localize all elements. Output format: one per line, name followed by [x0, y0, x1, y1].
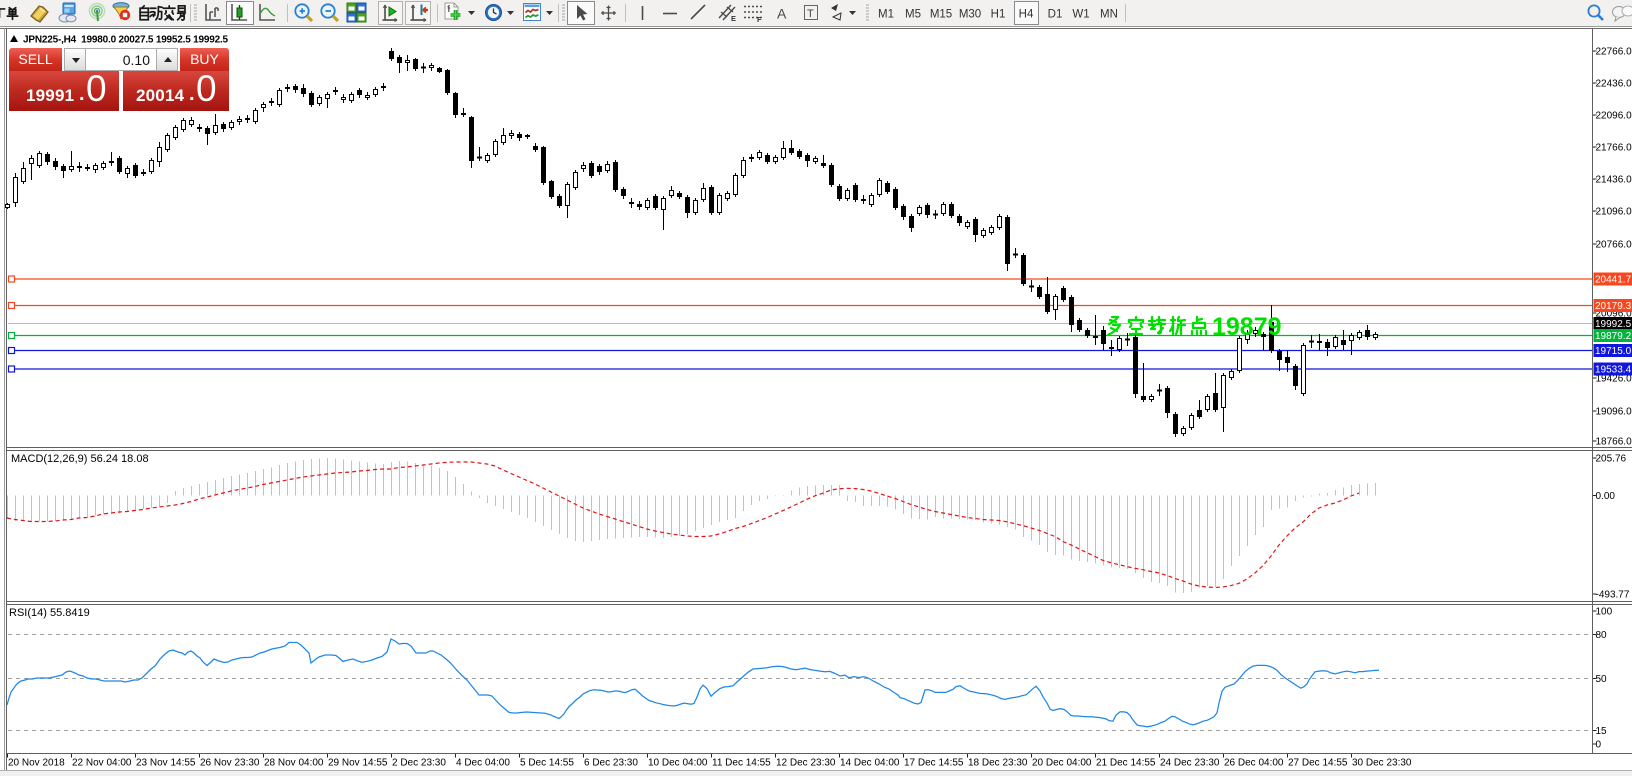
- svg-text:0: 0: [1596, 740, 1602, 751]
- svg-text:2 Dec 23:30: 2 Dec 23:30: [392, 758, 446, 769]
- svg-text:20766.0: 20766.0: [1596, 240, 1632, 251]
- svg-text:19992.5: 19992.5: [1595, 319, 1632, 330]
- svg-text:21096.0: 21096.0: [1596, 207, 1632, 218]
- svg-text:M1: M1: [878, 9, 894, 21]
- svg-text:H4: H4: [1019, 9, 1034, 21]
- svg-text:19533.4: 19533.4: [1595, 365, 1632, 376]
- svg-text:E: E: [731, 14, 736, 23]
- svg-text:18766.0: 18766.0: [1596, 437, 1632, 448]
- svg-text:D1: D1: [1048, 9, 1063, 21]
- svg-text:22766.0: 22766.0: [1596, 47, 1632, 58]
- svg-text:4 Dec 04:00: 4 Dec 04:00: [456, 758, 510, 769]
- svg-text:19096.0: 19096.0: [1596, 407, 1632, 418]
- svg-text:20 Nov 2018: 20 Nov 2018: [8, 758, 65, 769]
- svg-text:22436.0: 22436.0: [1596, 79, 1632, 90]
- svg-text:21 Dec 14:55: 21 Dec 14:55: [1096, 758, 1156, 769]
- svg-text:JPN225-,H4 19980.0 20027.5 19: JPN225-,H4 19980.0 20027.5 19952.5 19992…: [23, 35, 229, 46]
- svg-text:MN: MN: [1100, 9, 1118, 21]
- svg-text:205.76: 205.76: [1596, 454, 1627, 465]
- svg-text:F: F: [757, 15, 762, 24]
- svg-text:19426.0: 19426.0: [1596, 374, 1632, 385]
- svg-text:12 Dec 23:30: 12 Dec 23:30: [776, 758, 836, 769]
- svg-text:26 Nov 23:30: 26 Nov 23:30: [200, 758, 260, 769]
- svg-text:22096.0: 22096.0: [1596, 111, 1632, 122]
- svg-text:W1: W1: [1072, 9, 1089, 21]
- svg-text:M30: M30: [959, 9, 981, 21]
- svg-text:50: 50: [1596, 674, 1608, 685]
- svg-text:80: 80: [1596, 630, 1608, 641]
- svg-text:18 Dec 23:30: 18 Dec 23:30: [968, 758, 1028, 769]
- svg-text:T: T: [807, 8, 814, 20]
- svg-text:20441.7: 20441.7: [1595, 275, 1632, 286]
- svg-text:RSI(14) 55.8419: RSI(14) 55.8419: [9, 607, 90, 619]
- svg-text:19879: 19879: [1212, 313, 1282, 341]
- svg-text:19879.2: 19879.2: [1595, 331, 1632, 342]
- svg-text:26 Dec 04:00: 26 Dec 04:00: [1224, 758, 1284, 769]
- svg-text:29 Nov 14:55: 29 Nov 14:55: [328, 758, 388, 769]
- svg-text:MACD(12,26,9) 56.24 18.08: MACD(12,26,9) 56.24 18.08: [11, 453, 149, 465]
- svg-text:H1: H1: [991, 9, 1006, 21]
- svg-text:A: A: [777, 6, 787, 22]
- svg-text:-493.77: -493.77: [1596, 590, 1630, 601]
- svg-text:20 Dec 04:00: 20 Dec 04:00: [1032, 758, 1092, 769]
- svg-text:M5: M5: [905, 9, 921, 21]
- svg-text:11 Dec 14:55: 11 Dec 14:55: [712, 758, 771, 769]
- svg-text:27 Dec 14:55: 27 Dec 14:55: [1288, 758, 1348, 769]
- svg-text:17 Dec 14:55: 17 Dec 14:55: [904, 758, 964, 769]
- svg-text:22 Nov 04:00: 22 Nov 04:00: [72, 758, 132, 769]
- svg-text:23 Nov 14:55: 23 Nov 14:55: [136, 758, 196, 769]
- svg-text:21436.0: 21436.0: [1596, 175, 1632, 186]
- svg-text:M15: M15: [930, 9, 952, 21]
- svg-text:19715.0: 19715.0: [1595, 346, 1632, 357]
- svg-text:5 Dec 14:55: 5 Dec 14:55: [520, 758, 574, 769]
- svg-text:6 Dec 23:30: 6 Dec 23:30: [584, 758, 638, 769]
- svg-text:20179.3: 20179.3: [1595, 301, 1632, 312]
- svg-text:30 Dec 23:30: 30 Dec 23:30: [1352, 758, 1412, 769]
- svg-text:28 Nov 04:00: 28 Nov 04:00: [264, 758, 324, 769]
- svg-text:0.00: 0.00: [1596, 491, 1616, 502]
- svg-text:21766.0: 21766.0: [1596, 143, 1632, 154]
- svg-text:15: 15: [1596, 726, 1608, 737]
- svg-text:24 Dec 23:30: 24 Dec 23:30: [1160, 758, 1220, 769]
- svg-text:20096.0: 20096.0: [1596, 309, 1632, 320]
- svg-text:10 Dec 04:00: 10 Dec 04:00: [648, 758, 708, 769]
- svg-text:100: 100: [1596, 607, 1613, 618]
- svg-text:14 Dec 04:00: 14 Dec 04:00: [840, 758, 900, 769]
